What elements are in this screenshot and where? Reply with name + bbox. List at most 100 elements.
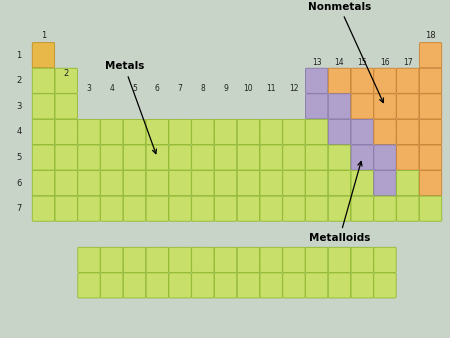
Text: 10: 10: [243, 84, 253, 93]
FancyBboxPatch shape: [123, 119, 146, 145]
FancyBboxPatch shape: [306, 196, 328, 221]
FancyBboxPatch shape: [328, 94, 351, 119]
Text: 2: 2: [63, 69, 69, 78]
FancyBboxPatch shape: [396, 145, 419, 170]
FancyBboxPatch shape: [146, 196, 168, 221]
FancyBboxPatch shape: [100, 145, 123, 170]
FancyBboxPatch shape: [32, 145, 54, 170]
FancyBboxPatch shape: [192, 171, 214, 196]
FancyBboxPatch shape: [215, 171, 237, 196]
FancyBboxPatch shape: [328, 119, 351, 145]
FancyBboxPatch shape: [169, 171, 191, 196]
FancyBboxPatch shape: [78, 196, 100, 221]
FancyBboxPatch shape: [306, 94, 328, 119]
Text: 12: 12: [289, 84, 299, 93]
FancyBboxPatch shape: [32, 119, 54, 145]
Text: 16: 16: [380, 58, 390, 67]
FancyBboxPatch shape: [328, 145, 351, 170]
FancyBboxPatch shape: [146, 247, 168, 272]
FancyBboxPatch shape: [192, 196, 214, 221]
FancyBboxPatch shape: [374, 273, 396, 298]
FancyBboxPatch shape: [283, 273, 305, 298]
FancyBboxPatch shape: [32, 68, 54, 93]
FancyBboxPatch shape: [351, 94, 374, 119]
Text: 6: 6: [155, 84, 160, 93]
FancyBboxPatch shape: [100, 119, 123, 145]
FancyBboxPatch shape: [306, 247, 328, 272]
Text: 5: 5: [132, 84, 137, 93]
FancyBboxPatch shape: [100, 273, 123, 298]
FancyBboxPatch shape: [396, 171, 419, 196]
Text: 9: 9: [223, 84, 228, 93]
FancyBboxPatch shape: [260, 196, 282, 221]
FancyBboxPatch shape: [215, 145, 237, 170]
FancyBboxPatch shape: [32, 171, 54, 196]
Text: 8: 8: [200, 84, 205, 93]
FancyBboxPatch shape: [169, 196, 191, 221]
FancyBboxPatch shape: [396, 68, 419, 93]
FancyBboxPatch shape: [306, 145, 328, 170]
Text: 11: 11: [266, 84, 276, 93]
FancyBboxPatch shape: [146, 119, 168, 145]
FancyBboxPatch shape: [396, 196, 419, 221]
FancyBboxPatch shape: [78, 247, 100, 272]
Text: 3: 3: [16, 102, 22, 111]
FancyBboxPatch shape: [55, 171, 77, 196]
FancyBboxPatch shape: [237, 119, 260, 145]
FancyBboxPatch shape: [192, 247, 214, 272]
FancyBboxPatch shape: [146, 171, 168, 196]
FancyBboxPatch shape: [283, 171, 305, 196]
FancyBboxPatch shape: [169, 145, 191, 170]
Text: 15: 15: [357, 58, 367, 67]
FancyBboxPatch shape: [306, 171, 328, 196]
Text: Metals: Metals: [105, 62, 157, 153]
FancyBboxPatch shape: [374, 196, 396, 221]
FancyBboxPatch shape: [328, 247, 351, 272]
FancyBboxPatch shape: [351, 273, 374, 298]
FancyBboxPatch shape: [306, 68, 328, 93]
FancyBboxPatch shape: [55, 68, 77, 93]
FancyBboxPatch shape: [192, 145, 214, 170]
FancyBboxPatch shape: [374, 145, 396, 170]
Text: 7: 7: [16, 204, 22, 213]
FancyBboxPatch shape: [419, 171, 442, 196]
FancyBboxPatch shape: [100, 171, 123, 196]
FancyBboxPatch shape: [78, 119, 100, 145]
FancyBboxPatch shape: [169, 119, 191, 145]
FancyBboxPatch shape: [328, 273, 351, 298]
Text: 17: 17: [403, 58, 413, 67]
FancyBboxPatch shape: [306, 273, 328, 298]
FancyBboxPatch shape: [32, 196, 54, 221]
FancyBboxPatch shape: [100, 196, 123, 221]
Text: 6: 6: [16, 178, 22, 188]
FancyBboxPatch shape: [78, 171, 100, 196]
FancyBboxPatch shape: [215, 273, 237, 298]
FancyBboxPatch shape: [78, 273, 100, 298]
FancyBboxPatch shape: [419, 94, 442, 119]
FancyBboxPatch shape: [146, 145, 168, 170]
Text: Nonmetals: Nonmetals: [308, 1, 383, 102]
Text: 5: 5: [16, 153, 22, 162]
FancyBboxPatch shape: [419, 68, 442, 93]
FancyBboxPatch shape: [351, 247, 374, 272]
FancyBboxPatch shape: [283, 196, 305, 221]
Text: 4: 4: [109, 84, 114, 93]
FancyBboxPatch shape: [123, 171, 146, 196]
FancyBboxPatch shape: [55, 94, 77, 119]
Text: 18: 18: [425, 31, 436, 40]
FancyBboxPatch shape: [328, 196, 351, 221]
FancyBboxPatch shape: [192, 273, 214, 298]
FancyBboxPatch shape: [215, 247, 237, 272]
FancyBboxPatch shape: [237, 273, 260, 298]
Text: 3: 3: [86, 84, 91, 93]
FancyBboxPatch shape: [374, 171, 396, 196]
FancyBboxPatch shape: [55, 196, 77, 221]
FancyBboxPatch shape: [55, 145, 77, 170]
FancyBboxPatch shape: [396, 119, 419, 145]
FancyBboxPatch shape: [169, 273, 191, 298]
FancyBboxPatch shape: [374, 119, 396, 145]
FancyBboxPatch shape: [419, 145, 442, 170]
FancyBboxPatch shape: [237, 145, 260, 170]
FancyBboxPatch shape: [260, 145, 282, 170]
Text: 1: 1: [16, 51, 22, 60]
